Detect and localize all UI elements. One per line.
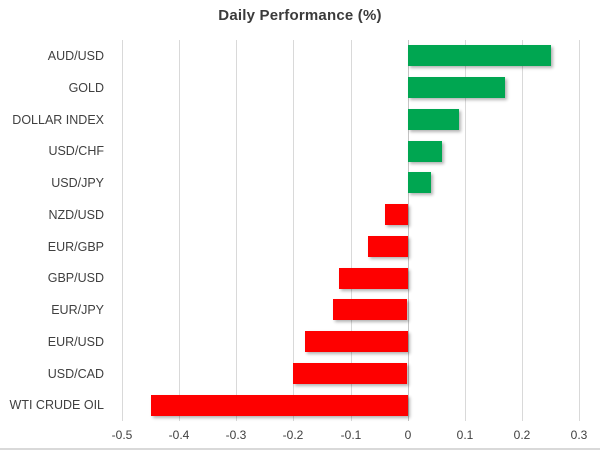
category-label: EUR/USD (47, 335, 104, 349)
x-tick-label: 0 (404, 428, 412, 442)
zero-axis-line (408, 40, 409, 421)
category-label: EUR/GBP (47, 240, 104, 254)
gridline (122, 40, 123, 421)
bar-gbp-usd (339, 268, 408, 289)
chart-bottom-border (0, 448, 600, 450)
bar-usd-chf (408, 141, 442, 162)
category-label: GBP/USD (47, 271, 104, 285)
bar-usd-cad (293, 363, 407, 384)
category-label: DOLLAR INDEX (12, 113, 104, 127)
gridline (351, 40, 352, 421)
category-label: AUD/USD (47, 49, 104, 63)
bar-wti-crude-oil (151, 395, 408, 416)
gridline (293, 40, 294, 421)
bar-eur-usd (305, 331, 408, 352)
category-label: USD/CAD (47, 367, 104, 381)
x-tick-label: -0.1 (340, 428, 362, 442)
chart-title: Daily Performance (%) (218, 7, 382, 24)
bar-gold (408, 77, 505, 98)
category-label: USD/JPY (51, 176, 104, 190)
x-tick-label: -0.4 (168, 428, 190, 442)
bar-usd-jpy (408, 172, 431, 193)
category-label: EUR/JPY (51, 303, 104, 317)
bar-eur-jpy (333, 299, 407, 320)
x-tick-label: 0.3 (570, 428, 588, 442)
gridline (579, 40, 580, 421)
x-tick-label: 0.1 (456, 428, 474, 442)
x-tick-label: 0.2 (513, 428, 531, 442)
gridline (179, 40, 180, 421)
bar-aud-usd (408, 45, 551, 66)
x-tick-label: -0.2 (282, 428, 304, 442)
gridline (236, 40, 237, 421)
gridline (465, 40, 466, 421)
bar-dollar-index (408, 109, 459, 130)
category-label: WTI CRUDE OIL (9, 398, 104, 412)
category-label: GOLD (68, 81, 104, 95)
x-tick-label: -0.3 (225, 428, 247, 442)
bar-nzd-usd (385, 204, 408, 225)
plot-area (122, 40, 580, 421)
bar-eur-gbp (368, 236, 408, 257)
category-label: USD/CHF (48, 144, 104, 158)
gridline (522, 40, 523, 421)
x-tick-label: -0.5 (111, 428, 133, 442)
category-label: NZD/USD (48, 208, 104, 222)
